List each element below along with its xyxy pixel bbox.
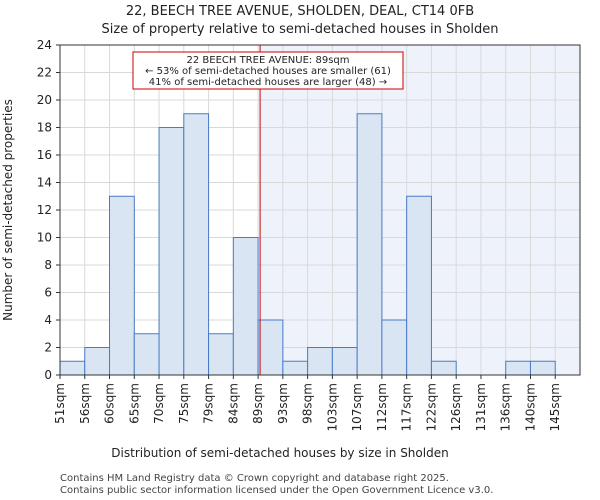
- bar-93sqm: [282, 360, 309, 376]
- bar-89sqm: [257, 319, 284, 376]
- y-tick-label: 14: [37, 176, 52, 190]
- y-tick-label: 4: [44, 313, 52, 327]
- x-tick-label: 126sqm: [449, 383, 463, 431]
- y-tick-label: 22: [37, 66, 52, 80]
- bar-140sqm: [529, 360, 556, 376]
- x-axis-label: Distribution of semi-detached houses by …: [111, 446, 448, 460]
- y-tick-label: 0: [44, 368, 52, 382]
- bar-117sqm: [406, 195, 432, 376]
- y-tick-label: 8: [44, 258, 52, 272]
- annotation-box: [132, 51, 404, 90]
- bar-79sqm: [208, 333, 234, 376]
- bar-60sqm: [109, 195, 135, 376]
- x-tick-label: 93sqm: [276, 383, 290, 424]
- footer-line-2: Contains public sector information licen…: [60, 485, 494, 496]
- annotation-line-3: 41% of semi-detached houses are larger (…: [149, 77, 387, 88]
- y-tick-label: 18: [37, 121, 52, 135]
- bar-103sqm: [331, 347, 358, 376]
- x-tick-label: 75sqm: [177, 383, 191, 424]
- x-tick-label: 60sqm: [103, 383, 117, 424]
- x-tick-label: 84sqm: [226, 383, 240, 424]
- x-tick-label: 145sqm: [548, 383, 562, 431]
- bar-65sqm: [133, 333, 160, 376]
- y-axis-label: Number of semi-detached properties: [1, 99, 15, 321]
- y-tick-label: 24: [37, 38, 52, 52]
- x-tick-label: 103sqm: [325, 383, 339, 431]
- x-tick-label: 122sqm: [424, 383, 438, 431]
- x-tick-label: 65sqm: [127, 383, 141, 424]
- y-tick-label: 20: [37, 93, 52, 107]
- bar-136sqm: [505, 360, 531, 376]
- bar-122sqm: [430, 360, 457, 376]
- chart-title: 22, BEECH TREE AVENUE, SHOLDEN, DEAL, CT…: [125, 4, 475, 19]
- y-tick-label: 16: [37, 148, 52, 162]
- bar-107sqm: [356, 113, 383, 376]
- x-tick-label: 89sqm: [251, 383, 265, 424]
- y-tick-label: 6: [44, 286, 52, 300]
- chart-subtitle: Size of property relative to semi-detach…: [101, 22, 499, 37]
- x-tick-label: 107sqm: [350, 383, 364, 431]
- bar-75sqm: [183, 113, 210, 376]
- y-tick-label: 12: [37, 203, 52, 217]
- x-tick-label: 98sqm: [301, 383, 315, 424]
- x-tick-label: 112sqm: [375, 383, 389, 431]
- y-tick-label: 2: [44, 341, 52, 355]
- bar-70sqm: [158, 127, 185, 376]
- x-tick-label: 51sqm: [53, 383, 67, 424]
- annotation-line-1: 22 BEECH TREE AVENUE: 89sqm: [186, 55, 349, 66]
- x-tick-label: 79sqm: [202, 383, 216, 424]
- x-tick-label: 136sqm: [499, 383, 513, 431]
- bar-51sqm: [59, 360, 86, 376]
- footer-line-1: Contains HM Land Registry data © Crown c…: [60, 473, 449, 484]
- x-tick-label: 140sqm: [523, 383, 537, 431]
- bar-56sqm: [84, 347, 111, 376]
- y-tick-label: 10: [37, 231, 52, 245]
- bar-112sqm: [381, 319, 408, 376]
- annotation-line-2: ← 53% of semi-detached houses are smalle…: [145, 66, 391, 77]
- x-tick-label: 70sqm: [152, 383, 166, 424]
- bar-84sqm: [232, 237, 259, 376]
- x-tick-label: 56sqm: [78, 383, 92, 424]
- x-tick-label: 117sqm: [400, 383, 414, 431]
- bar-98sqm: [307, 347, 333, 376]
- x-tick-label: 131sqm: [474, 383, 488, 431]
